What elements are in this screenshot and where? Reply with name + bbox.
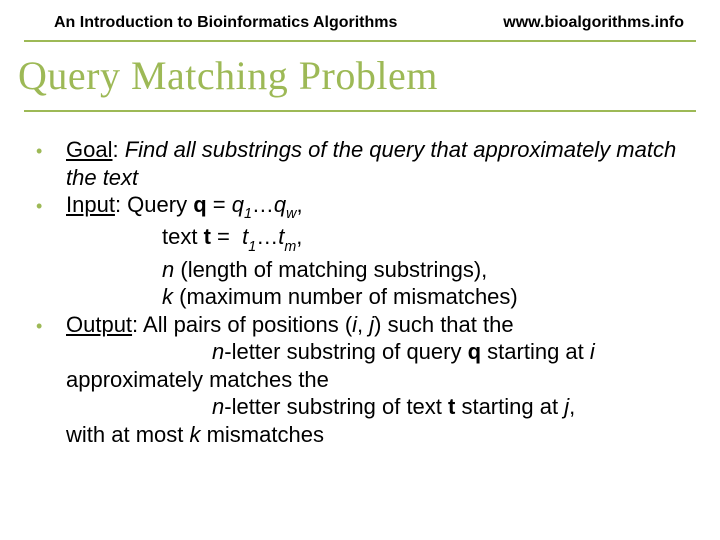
t: with at most xyxy=(66,422,189,447)
output-label: Output xyxy=(66,312,132,337)
goal-label: Goal xyxy=(66,137,112,162)
var-i: i xyxy=(590,339,595,364)
t: : All pairs of positions ( xyxy=(132,312,352,337)
bullet-input: • Input: Query q = q1…qw, text t = t1…tm… xyxy=(36,191,680,311)
var-t: t xyxy=(204,224,211,249)
var-k: k xyxy=(162,284,173,309)
var-q: q xyxy=(468,339,481,364)
output-line-2: n-letter substring of query q starting a… xyxy=(66,338,680,366)
bullet-content: Input: Query q = q1…qw, text t = t1…tm, … xyxy=(66,191,680,311)
input-line-n: n (length of matching substrings), xyxy=(66,256,680,284)
slide-title: Query Matching Problem xyxy=(0,42,720,100)
output-line-5: with at most k mismatches xyxy=(66,421,680,449)
header-right: www.bioalgorithms.info xyxy=(503,14,684,32)
t: starting at xyxy=(455,394,564,419)
var-n: n xyxy=(212,394,224,419)
t: (length of matching substrings), xyxy=(174,257,487,282)
var-k: k xyxy=(189,422,200,447)
bullet-output: • Output: All pairs of positions (i, j) … xyxy=(36,311,680,449)
t: ) such that the xyxy=(374,312,513,337)
slide-body: • Goal: Find all substrings of the query… xyxy=(0,112,720,448)
t: , xyxy=(569,394,575,419)
t: , xyxy=(296,224,302,249)
t: -letter substring of text xyxy=(224,394,448,419)
t: = xyxy=(211,224,236,249)
input-line-k: k (maximum number of mismatches) xyxy=(66,283,680,311)
t: approximately matches the xyxy=(66,367,329,392)
input-line-text: text t = t1…tm, xyxy=(66,223,680,255)
t: starting at xyxy=(481,339,590,364)
sub-1: 1 xyxy=(248,239,256,255)
t: -letter substring of query xyxy=(224,339,467,364)
t: , xyxy=(297,192,303,217)
t: (maximum number of mismatches) xyxy=(173,284,518,309)
dots: … xyxy=(252,192,274,217)
bullet-icon: • xyxy=(36,191,66,218)
slide: An Introduction to Bioinformatics Algori… xyxy=(0,0,720,540)
t: text xyxy=(162,224,204,249)
output-line-4: n-letter substring of text t starting at… xyxy=(66,393,680,421)
goal-desc: Find all substrings of the query that ap… xyxy=(66,137,676,190)
var-q1: q xyxy=(232,192,244,217)
goal-colon: : xyxy=(112,137,124,162)
t: mismatches xyxy=(200,422,323,447)
dots: … xyxy=(256,224,278,249)
bullet-icon: • xyxy=(36,136,66,163)
bullet-goal: • Goal: Find all substrings of the query… xyxy=(36,136,680,191)
var-qw: q xyxy=(274,192,286,217)
sub-1: 1 xyxy=(244,206,252,222)
bullet-content: Output: All pairs of positions (i, j) su… xyxy=(66,311,680,449)
bullet-content: Goal: Find all substrings of the query t… xyxy=(66,136,680,191)
sub-w: w xyxy=(286,206,296,222)
t: = xyxy=(207,192,232,217)
var-n: n xyxy=(162,257,174,282)
input-label: Input xyxy=(66,192,115,217)
output-line-3: approximately matches the xyxy=(66,366,680,394)
var-q: q xyxy=(193,192,206,217)
t: : Query xyxy=(115,192,193,217)
sub-m: m xyxy=(284,239,296,255)
var-n: n xyxy=(212,339,224,364)
header-left: An Introduction to Bioinformatics Algori… xyxy=(54,14,397,32)
bullet-icon: • xyxy=(36,311,66,338)
slide-header: An Introduction to Bioinformatics Algori… xyxy=(0,0,720,40)
t: , xyxy=(357,312,369,337)
